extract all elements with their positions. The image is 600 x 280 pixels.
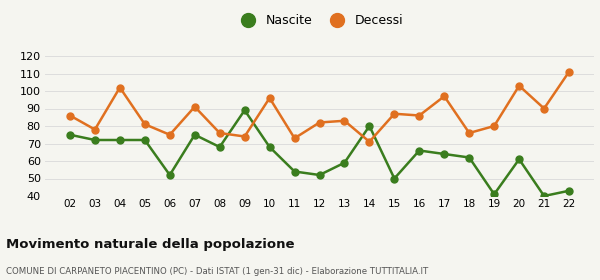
Nascite xyxy=(241,109,248,112)
Decessi xyxy=(416,114,423,117)
Nascite xyxy=(565,189,572,192)
Decessi xyxy=(241,135,248,138)
Decessi xyxy=(466,131,473,135)
Nascite xyxy=(440,152,448,156)
Nascite xyxy=(67,133,74,136)
Decessi xyxy=(141,123,148,126)
Decessi xyxy=(91,128,98,131)
Nascite xyxy=(341,161,348,164)
Nascite xyxy=(491,193,498,196)
Decessi xyxy=(515,84,523,87)
Nascite xyxy=(91,138,98,142)
Nascite xyxy=(266,145,273,149)
Nascite xyxy=(391,177,398,180)
Decessi xyxy=(291,137,298,140)
Decessi xyxy=(191,105,199,108)
Nascite xyxy=(366,124,373,128)
Nascite xyxy=(541,194,548,198)
Decessi xyxy=(266,96,273,100)
Decessi xyxy=(565,70,572,73)
Decessi xyxy=(391,112,398,115)
Decessi xyxy=(440,95,448,98)
Decessi xyxy=(491,124,498,128)
Nascite xyxy=(515,158,523,161)
Nascite xyxy=(416,149,423,152)
Nascite xyxy=(316,173,323,177)
Text: Movimento naturale della popolazione: Movimento naturale della popolazione xyxy=(6,238,295,251)
Decessi xyxy=(216,131,223,135)
Nascite xyxy=(166,173,173,177)
Nascite xyxy=(216,145,223,149)
Decessi xyxy=(166,133,173,136)
Decessi xyxy=(541,107,548,110)
Decessi xyxy=(67,114,74,117)
Decessi xyxy=(116,86,124,89)
Nascite xyxy=(116,138,124,142)
Nascite xyxy=(291,170,298,173)
Line: Decessi: Decessi xyxy=(67,68,572,145)
Legend: Nascite, Decessi: Nascite, Decessi xyxy=(230,9,409,32)
Decessi xyxy=(366,140,373,143)
Line: Nascite: Nascite xyxy=(67,107,572,199)
Nascite xyxy=(191,133,199,136)
Nascite xyxy=(466,156,473,159)
Nascite xyxy=(141,138,148,142)
Decessi xyxy=(316,121,323,124)
Text: COMUNE DI CARPANETO PIACENTINO (PC) - Dati ISTAT (1 gen-31 dic) - Elaborazione T: COMUNE DI CARPANETO PIACENTINO (PC) - Da… xyxy=(6,267,428,276)
Decessi xyxy=(341,119,348,122)
